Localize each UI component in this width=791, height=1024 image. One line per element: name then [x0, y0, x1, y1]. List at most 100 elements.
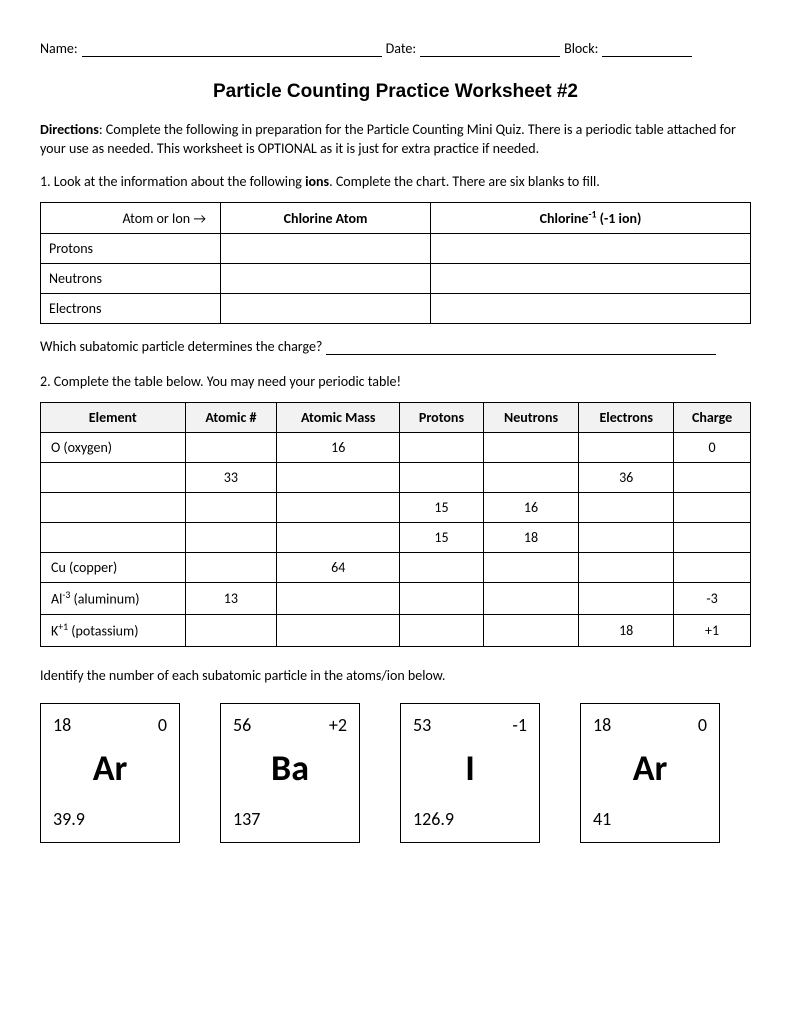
table-row: ElementAtomic #Atomic MassProtonsNeutron…	[41, 403, 751, 433]
atomic-mass: 41	[593, 808, 707, 830]
t2-cell[interactable]	[400, 614, 484, 646]
element-boxes: 180Ar39.956+2Ba13753-1I126.9180Ar41	[40, 703, 751, 843]
t2-cell: 16	[277, 433, 400, 463]
t2-cell[interactable]	[400, 553, 484, 583]
charge: -1	[512, 714, 527, 736]
table-row: 3336	[41, 463, 751, 493]
t2-cell[interactable]	[483, 553, 579, 583]
t2-cell[interactable]	[185, 523, 277, 553]
t2-cell[interactable]	[674, 493, 751, 523]
directions: Directions: Complete the following in pr…	[40, 121, 751, 159]
t2-cell: Al-3 (aluminum)	[41, 583, 186, 615]
t2-cell[interactable]	[579, 523, 674, 553]
t2-cell[interactable]	[41, 523, 186, 553]
t2-cell[interactable]	[579, 553, 674, 583]
t2-col-header: Atomic #	[185, 403, 277, 433]
element-box: 180Ar39.9	[40, 703, 180, 843]
element-box: 56+2Ba137	[220, 703, 360, 843]
t2-cell: O (oxygen)	[41, 433, 186, 463]
t1-cell[interactable]	[431, 294, 751, 324]
t2-cell: +1	[674, 614, 751, 646]
t2-cell[interactable]	[185, 433, 277, 463]
t2-cell[interactable]	[674, 463, 751, 493]
t2-cell[interactable]	[277, 614, 400, 646]
t1-row-label: Neutrons	[41, 264, 221, 294]
element-symbol: Ar	[53, 746, 167, 790]
t1-cell[interactable]	[221, 294, 431, 324]
charge: 0	[698, 714, 707, 736]
t2-cell[interactable]	[277, 493, 400, 523]
t1-cell[interactable]	[221, 264, 431, 294]
sub-question: Which subatomic particle determines the …	[40, 338, 751, 355]
atomic-mass: 39.9	[53, 808, 167, 830]
table-row: Al-3 (aluminum)13 -3	[41, 583, 751, 615]
charge: +2	[329, 714, 347, 736]
table-row: Cu (copper)64	[41, 553, 751, 583]
t2-cell[interactable]	[483, 433, 579, 463]
element-symbol: Ar	[593, 746, 707, 790]
t2-cell: 16	[483, 493, 579, 523]
t2-col-header: Protons	[400, 403, 484, 433]
question-3: Identify the number of each subatomic pa…	[40, 667, 751, 686]
t2-cell[interactable]	[483, 583, 579, 615]
name-label: Name:	[40, 40, 78, 57]
date-blank[interactable]	[420, 40, 560, 57]
t2-cell: 13	[185, 583, 277, 615]
t2-cell[interactable]	[41, 463, 186, 493]
date-label: Date:	[386, 40, 416, 57]
t2-cell[interactable]	[400, 463, 484, 493]
subq-text: Which subatomic particle determines the …	[40, 338, 322, 355]
t2-cell: 15	[400, 493, 484, 523]
t2-cell: -3	[674, 583, 751, 615]
t2-cell[interactable]	[674, 553, 751, 583]
subq-blank[interactable]	[326, 338, 716, 355]
t2-cell: 18	[483, 523, 579, 553]
t2-cell[interactable]	[400, 583, 484, 615]
t2-cell: 64	[277, 553, 400, 583]
atomic-mass: 126.9	[413, 808, 527, 830]
table-row: K+1 (potassium)18+1	[41, 614, 751, 646]
t2-cell[interactable]	[400, 433, 484, 463]
t2-cell[interactable]	[185, 493, 277, 523]
table-row: 1518	[41, 523, 751, 553]
t2-cell[interactable]	[185, 614, 277, 646]
table-row: Protons	[41, 234, 751, 264]
t2-cell[interactable]	[41, 493, 186, 523]
t2-col-header: Electrons	[579, 403, 674, 433]
table-row: 1516	[41, 493, 751, 523]
t2-cell[interactable]	[579, 433, 674, 463]
question-2: 2. Complete the table below. You may nee…	[40, 373, 751, 392]
t2-cell[interactable]	[483, 614, 579, 646]
t2-col-header: Atomic Mass	[277, 403, 400, 433]
atomic-number: 18	[593, 714, 611, 736]
t2-cell[interactable]	[277, 523, 400, 553]
element-symbol: Ba	[233, 746, 347, 790]
t2-cell: 36	[579, 463, 674, 493]
directions-label: Directions	[40, 121, 99, 138]
charge: 0	[158, 714, 167, 736]
t1-header-arrow: Atom or Ion →	[41, 202, 221, 234]
question-1: 1. Look at the information about the fol…	[40, 173, 751, 192]
name-blank[interactable]	[82, 40, 382, 57]
block-blank[interactable]	[602, 40, 692, 57]
table-row: Atom or Ion → Chlorine Atom Chlorine-1 (…	[41, 202, 751, 234]
t1-col2-header: Chlorine-1 (-1 ion)	[431, 202, 751, 234]
table-row: O (oxygen)160	[41, 433, 751, 463]
q1-suffix: . Complete the chart. There are six blan…	[329, 173, 600, 190]
page-title: Particle Counting Practice Worksheet #2	[40, 81, 751, 103]
table-2: ElementAtomic #Atomic MassProtonsNeutron…	[40, 402, 751, 646]
t2-cell[interactable]	[579, 493, 674, 523]
t2-cell: 15	[400, 523, 484, 553]
atomic-number: 56	[233, 714, 251, 736]
table-row: Electrons	[41, 294, 751, 324]
t1-cell[interactable]	[431, 264, 751, 294]
t2-cell[interactable]	[277, 463, 400, 493]
t1-cell[interactable]	[221, 234, 431, 264]
t2-cell[interactable]	[483, 463, 579, 493]
t2-cell[interactable]	[579, 583, 674, 615]
t2-cell[interactable]	[277, 583, 400, 615]
t2-cell[interactable]	[185, 553, 277, 583]
t1-cell[interactable]	[431, 234, 751, 264]
atomic-number: 53	[413, 714, 431, 736]
t2-cell[interactable]	[674, 523, 751, 553]
